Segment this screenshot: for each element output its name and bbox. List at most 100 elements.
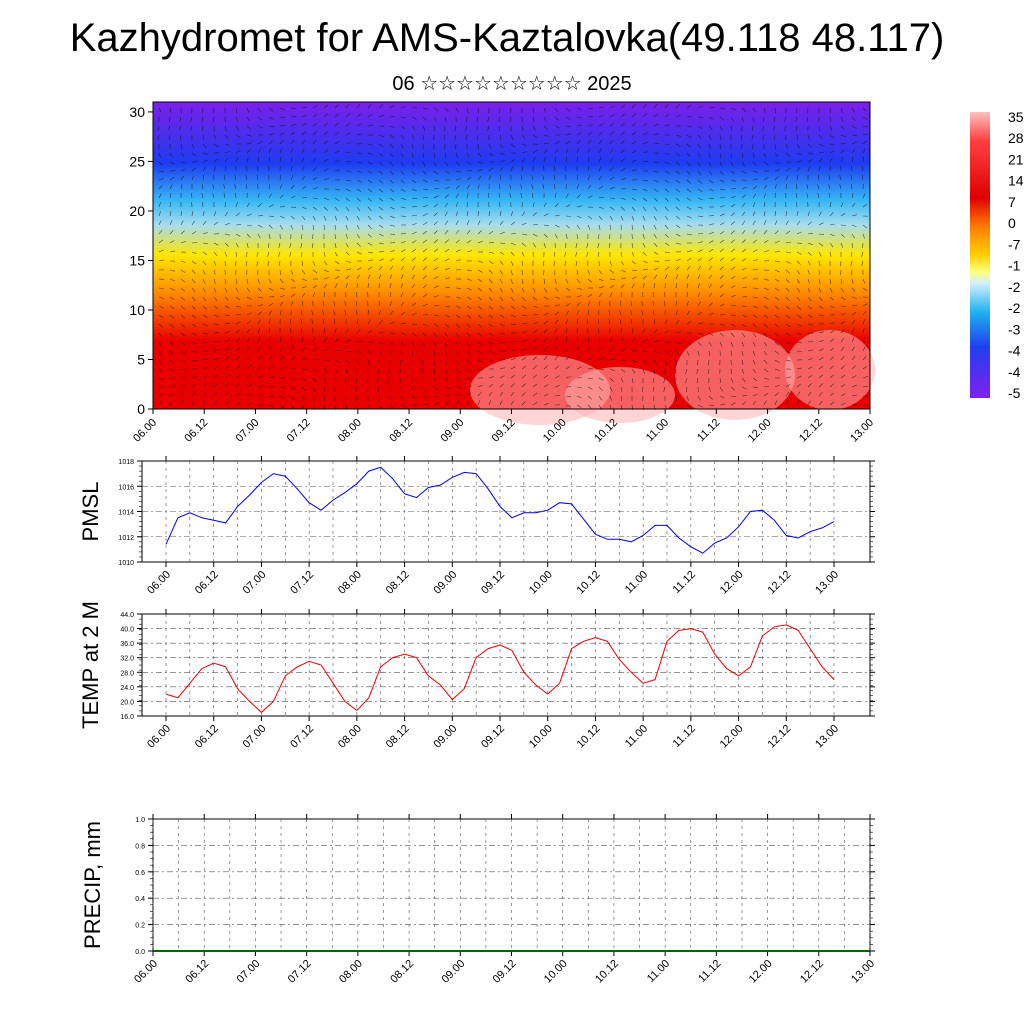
wind-arrow [356, 350, 362, 354]
wind-arrow [477, 269, 483, 273]
wind-arrow [521, 323, 528, 325]
wind-arrow [488, 332, 494, 336]
wind-arrow [499, 251, 505, 255]
wind-arrow [762, 134, 765, 140]
wind-arrow [257, 395, 264, 397]
wind-arrow [653, 170, 659, 173]
wind-arrow [664, 224, 669, 230]
x-tick-label: 09.12 [479, 723, 507, 751]
wind-arrow [191, 383, 197, 388]
wind-arrow [532, 365, 537, 370]
wind-arrow [300, 319, 303, 325]
wind-arrow [708, 341, 712, 347]
wind-arrow [411, 359, 413, 366]
wind-arrow [531, 175, 534, 181]
wind-arrow [642, 242, 646, 248]
wind-arrow [697, 292, 701, 298]
wind-arrow [201, 184, 204, 190]
wind-arrow [653, 359, 657, 365]
wind-arrow [730, 305, 736, 307]
wind-arrow [587, 148, 591, 154]
y-tick-label: 1.0 [135, 817, 145, 824]
wind-arrow [807, 107, 809, 114]
wind-arrow [521, 314, 527, 317]
x-tick-label: 12.12 [765, 569, 793, 597]
wind-arrow [213, 116, 215, 123]
wind-arrow [708, 283, 712, 289]
x-tick-label: 10.12 [593, 958, 621, 986]
wind-arrow [532, 212, 537, 217]
wind-arrow [763, 377, 769, 380]
wind-arrow [752, 377, 758, 382]
wind-arrow [785, 211, 788, 217]
wind-arrow [796, 231, 802, 235]
wind-arrow [763, 177, 769, 181]
wind-arrow [367, 197, 372, 202]
wind-arrow [158, 341, 162, 347]
wind-arrow [807, 400, 811, 406]
wind-arrow [158, 350, 162, 356]
wind-arrow [257, 296, 263, 299]
wind-arrow [587, 356, 593, 361]
wind-arrow [433, 221, 438, 226]
wind-arrow [279, 224, 283, 230]
wind-arrow [345, 283, 348, 289]
wind-arrow [477, 359, 483, 363]
x-tick-label: 08.12 [384, 723, 412, 751]
wind-arrow [631, 159, 637, 163]
wind-arrow [653, 267, 659, 271]
y-tick-label: 30 [129, 104, 145, 120]
wind-arrow [367, 242, 373, 246]
wind-arrow [400, 332, 406, 335]
wind-arrow [521, 339, 527, 343]
wind-arrow [686, 179, 691, 184]
wind-arrow [169, 377, 175, 380]
wind-arrow [587, 346, 591, 352]
wind-arrow [510, 366, 516, 370]
wind-arrow [642, 368, 645, 374]
wind-arrow [334, 233, 336, 240]
wind-arrow [730, 248, 735, 253]
wind-arrow [620, 113, 626, 118]
wind-arrow [829, 338, 835, 343]
wind-arrow [785, 305, 790, 310]
colorbar-label: -7 [1008, 236, 1021, 252]
wind-arrow [532, 374, 537, 379]
wind-arrow [664, 282, 666, 289]
wind-arrow [564, 260, 567, 266]
y-tick-label: 16.0 [120, 714, 134, 721]
wind-arrow [631, 188, 637, 191]
wind-arrow [664, 152, 670, 155]
wind-arrow [158, 107, 162, 113]
wind-arrow [631, 197, 637, 201]
wind-arrow [631, 349, 637, 352]
wind-arrow [356, 161, 362, 164]
wind-arrow [466, 392, 472, 397]
wind-arrow [246, 346, 251, 352]
wind-arrow [444, 394, 450, 397]
wind-arrow [751, 134, 754, 140]
x-tick-label: 07.00 [235, 958, 263, 986]
wind-arrow [422, 403, 428, 406]
wind-arrow [851, 337, 855, 343]
wind-arrow [520, 184, 523, 190]
wind-arrow [675, 104, 680, 109]
wind-arrow [477, 220, 481, 226]
wind-arrow [367, 206, 372, 211]
wind-arrow [565, 156, 567, 163]
wind-arrow [620, 386, 623, 392]
wind-arrow [763, 229, 768, 235]
wind-arrow [300, 242, 303, 248]
wind-arrow [279, 174, 281, 181]
wind-arrow [345, 275, 350, 280]
wind-arrow [411, 341, 415, 347]
wind-arrow [741, 323, 747, 328]
wind-arrow [268, 278, 272, 284]
wind-arrow [301, 386, 306, 391]
wind-arrow [719, 161, 723, 167]
wind-arrow [675, 274, 679, 280]
wind-arrow [400, 311, 406, 316]
wind-arrow [190, 125, 193, 131]
wind-arrow [411, 274, 416, 280]
